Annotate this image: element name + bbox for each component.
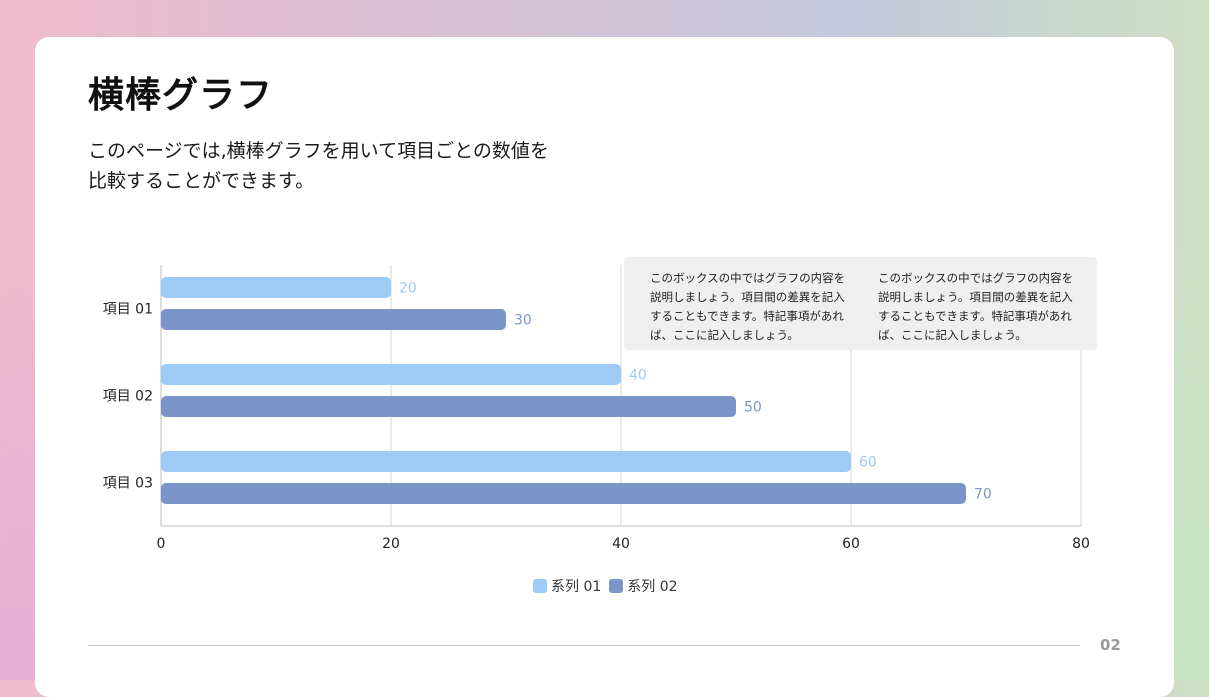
chart-note-left: このボックスの中ではグラフの内容を説明しましょう。項目間の差異を記入することもで… [650, 271, 846, 342]
x-tick-label: 20 [382, 536, 400, 552]
legend-swatch-series-1 [533, 579, 547, 593]
category-label: 項目 03 [103, 476, 153, 492]
page-description: このページでは,横棒グラフを用いて項目ごとの数値を 比較することができます。 [88, 136, 608, 196]
x-tick-label: 60 [842, 536, 860, 552]
page-title: 横棒グラフ [88, 75, 274, 116]
legend-item-series-2: 系列 02 [609, 576, 678, 596]
bar [161, 309, 506, 330]
data-label: 60 [859, 455, 877, 471]
bar [161, 277, 391, 298]
x-tick-label: 40 [612, 536, 630, 552]
data-label: 50 [744, 400, 762, 416]
data-label: 20 [399, 281, 417, 297]
chart-legend: 系列 01 系列 02 [533, 576, 686, 596]
chart-note-right: このボックスの中ではグラフの内容を説明しましょう。項目間の差異を記入することもで… [878, 271, 1074, 342]
bar [161, 483, 966, 504]
x-tick-label: 0 [157, 536, 166, 552]
bar [161, 396, 736, 417]
data-label: 70 [974, 487, 992, 503]
chart-note-box: このボックスの中ではグラフの内容を説明しましょう。項目間の差異を記入することもで… [624, 257, 1097, 350]
page-number: 02 [1100, 636, 1121, 654]
legend-label-series-1: 系列 01 [551, 579, 602, 595]
description-line-1: このページでは,横棒グラフを用いて項目ごとの数値を [88, 140, 549, 162]
legend-swatch-series-2 [609, 579, 624, 593]
bar-chart: 0 20 40 60 80 項目 01 20 30 項目 02 40 50 項目 03 60 70 [103, 265, 1090, 552]
legend-item-series-1: 系列 01 [533, 576, 601, 596]
bar [161, 451, 851, 472]
category-label: 項目 01 [103, 302, 153, 318]
footer-divider [88, 645, 1080, 646]
data-label: 40 [629, 368, 647, 384]
description-line-2: 比較することができます。 [88, 170, 315, 192]
data-label: 30 [514, 313, 532, 329]
x-tick-label: 80 [1072, 536, 1090, 552]
category-label: 項目 02 [103, 389, 153, 405]
legend-label-series-2: 系列 02 [627, 579, 678, 595]
bar [161, 364, 621, 385]
